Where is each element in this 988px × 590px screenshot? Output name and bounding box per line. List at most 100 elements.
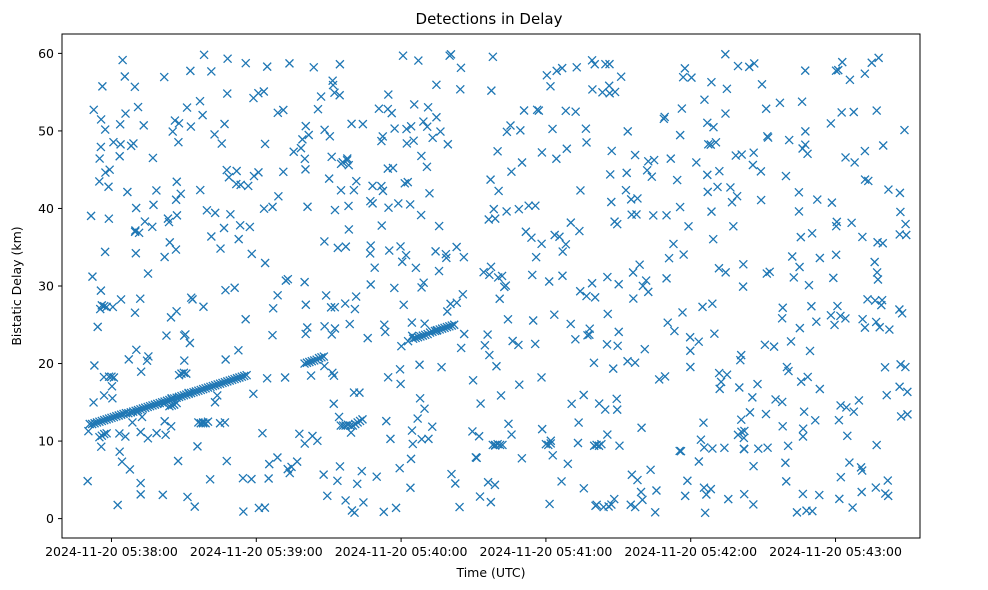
data-point [707, 299, 717, 309]
data-point [422, 162, 432, 172]
data-point [393, 198, 403, 208]
data-point [498, 440, 507, 450]
data-point [420, 319, 430, 329]
data-point [555, 232, 564, 242]
data-point [771, 394, 781, 404]
data-point [794, 206, 804, 216]
data-point [300, 439, 310, 448]
data-point [238, 507, 248, 517]
data-point [83, 476, 93, 486]
data-point [309, 62, 319, 72]
data-point [115, 151, 125, 161]
data-point [777, 397, 787, 407]
data-point [116, 410, 126, 420]
y-tick-label: 20 [38, 356, 54, 371]
data-point [130, 82, 140, 92]
data-point [443, 139, 453, 149]
data-point [607, 146, 617, 156]
data-point [403, 177, 413, 187]
data-point [335, 59, 345, 69]
data-point [97, 81, 107, 91]
data-point [100, 125, 110, 134]
data-point [325, 131, 335, 141]
data-point [335, 461, 345, 471]
data-point [715, 384, 725, 394]
data-point [805, 346, 815, 356]
data-point [897, 308, 907, 318]
data-point [221, 355, 231, 364]
data-point [272, 453, 282, 462]
data-point [589, 358, 599, 368]
data-point [259, 87, 269, 96]
data-point [164, 217, 174, 227]
data-point [130, 227, 140, 237]
data-point [304, 130, 314, 140]
data-point [781, 476, 791, 486]
data-point [132, 407, 142, 417]
data-point [198, 418, 208, 428]
data-point [684, 221, 693, 231]
data-point [455, 84, 465, 94]
data-point [757, 79, 767, 89]
data-point [800, 126, 810, 136]
data-point [873, 237, 883, 247]
data-point [294, 429, 304, 439]
data-point [616, 72, 626, 82]
data-point [783, 441, 793, 451]
y-tick-label: 30 [38, 279, 54, 294]
data-point [385, 434, 395, 444]
data-point [302, 358, 312, 368]
data-point [781, 171, 791, 181]
data-point [572, 62, 582, 72]
data-point [894, 305, 904, 314]
data-point [196, 385, 206, 395]
data-point [173, 456, 183, 466]
data-point [517, 158, 527, 167]
data-point [557, 63, 567, 73]
data-point [116, 295, 126, 304]
data-point [431, 112, 441, 122]
data-point [506, 121, 515, 130]
data-point [205, 382, 215, 392]
data-point [351, 176, 361, 186]
data-point [225, 209, 235, 219]
data-point [833, 65, 843, 75]
data-point [403, 336, 413, 346]
data-point [206, 66, 216, 76]
data-point [517, 453, 527, 463]
data-point [210, 208, 220, 218]
data-point [800, 66, 810, 76]
data-point [143, 433, 153, 443]
data-point [548, 450, 558, 460]
data-point [703, 187, 713, 197]
data-point [896, 359, 906, 369]
data-point [574, 226, 584, 236]
data-point [202, 205, 212, 215]
data-point [278, 167, 288, 177]
data-point [223, 54, 233, 64]
data-point [380, 327, 390, 337]
data-point [780, 458, 790, 468]
data-point [842, 431, 852, 441]
data-point [714, 263, 724, 273]
data-point [830, 320, 839, 330]
data-point [309, 355, 319, 365]
data-point [215, 379, 225, 389]
data-point [804, 280, 814, 290]
data-point [827, 198, 837, 208]
data-point [408, 334, 418, 344]
data-point [230, 374, 240, 384]
data-point [795, 262, 805, 272]
data-point [165, 237, 175, 247]
data-point [95, 304, 105, 314]
data-point [602, 339, 612, 349]
data-point [739, 489, 749, 499]
data-point [333, 243, 343, 253]
data-point [778, 421, 788, 431]
data-point [546, 436, 556, 446]
data-point [566, 218, 576, 228]
data-point [636, 487, 646, 497]
data-point [709, 122, 718, 132]
x-tick-label: 2024-11-20 05:42:00 [624, 544, 757, 559]
data-point [172, 306, 182, 316]
